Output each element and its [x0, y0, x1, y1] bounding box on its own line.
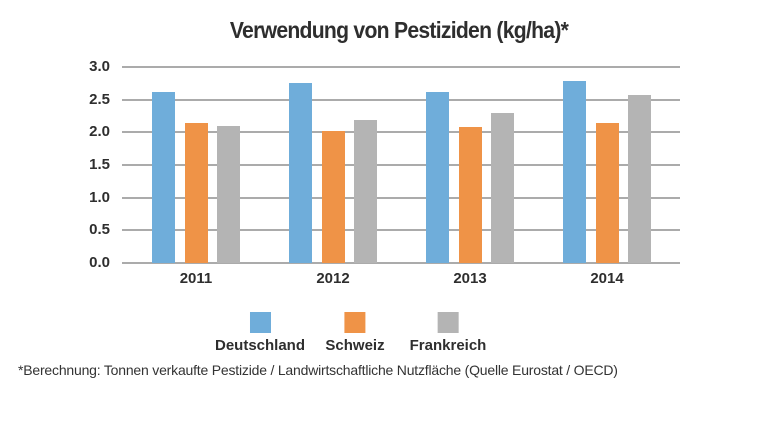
legend-item-deutschland: Deutschland [215, 312, 305, 354]
gridline [122, 66, 680, 68]
gridline [122, 196, 680, 199]
legend-swatch-frankreich [437, 312, 459, 333]
gridline [122, 164, 680, 166]
x-axis-label-2012: 2012 [316, 270, 350, 287]
gridline [122, 131, 680, 134]
legend-swatch-schweiz [344, 312, 366, 333]
legend-label-schweiz: Schweiz [325, 337, 385, 354]
bar-deutschland-2014 [563, 80, 586, 263]
y-axis-tick-label: 0.0 [89, 254, 110, 271]
x-axis-label-2013: 2013 [453, 270, 487, 287]
bar-deutschland-2012 [289, 83, 312, 263]
gridline [122, 262, 680, 264]
bar-frankreich-2012 [354, 119, 377, 263]
legend-swatch-deutschland [249, 312, 271, 333]
bar-deutschland-2011 [152, 91, 175, 263]
bar-schweiz-2014 [595, 123, 619, 263]
bar-frankreich-2014 [628, 95, 651, 263]
bar-group-2014 [563, 67, 651, 263]
x-axis-label-2011: 2011 [179, 270, 213, 287]
x-axis-label-2014: 2014 [590, 270, 624, 287]
chart-title: Verwendung von Pestiziden (kg/ha)* [229, 17, 569, 43]
legend-label-frankreich: Frankreich [409, 337, 487, 354]
bar-schweiz-2012 [321, 131, 345, 263]
legend-label-deutschland: Deutschland [214, 337, 306, 354]
y-axis-tick-label: 2.5 [89, 90, 110, 108]
legend-item-frankreich: Frankreich [409, 312, 487, 354]
bar-frankreich-2011 [217, 125, 240, 263]
chart-footnote: *Berechnung: Tonnen verkaufte Pestizide … [18, 362, 618, 378]
bar-schweiz-2013 [458, 127, 482, 263]
bar-schweiz-2011 [184, 123, 208, 263]
y-axis-tick-label: 3.0 [89, 58, 110, 75]
y-axis-tick-label: 2.0 [89, 123, 110, 141]
y-axis-tick-label: 0.5 [89, 221, 110, 239]
bar-group-2011 [152, 67, 240, 263]
bar-group-2013 [426, 67, 514, 263]
bar-frankreich-2013 [491, 113, 514, 263]
y-axis-tick-label: 1.5 [89, 156, 110, 173]
bar-deutschland-2013 [426, 91, 449, 263]
gridline [122, 229, 680, 232]
gridline [122, 98, 680, 101]
bar-group-2012 [289, 67, 377, 263]
y-axis-tick-label: 1.0 [89, 188, 110, 206]
legend-item-schweiz: Schweiz [325, 312, 385, 354]
